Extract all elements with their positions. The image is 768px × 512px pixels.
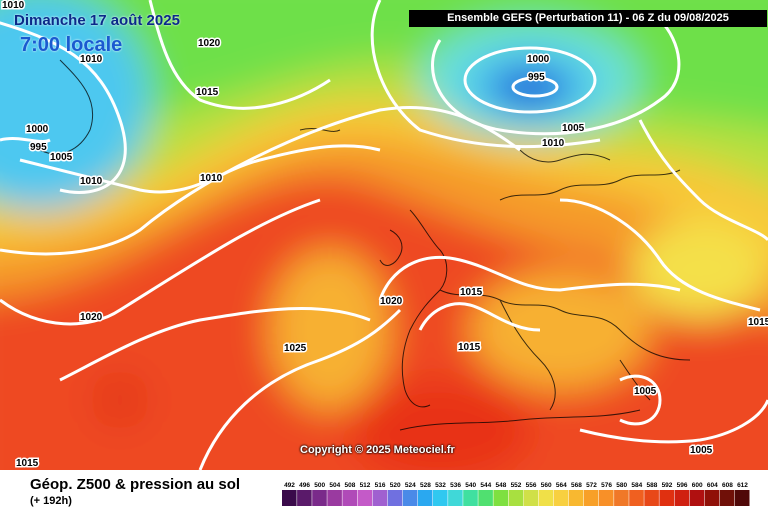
- isobar-label: 1015: [458, 342, 481, 353]
- isobar-label: 1005: [634, 386, 657, 397]
- isobar-label: 1020: [80, 312, 103, 323]
- isobar-label: 995: [30, 142, 47, 153]
- colorbar-tick: 492: [284, 482, 295, 489]
- colorbar-swatch: [629, 490, 644, 506]
- colorbar-tick: 596: [677, 482, 688, 489]
- model-header: Ensemble GEFS (Perturbation 11) - 06 Z d…: [409, 10, 767, 27]
- isobar-label: 1010: [2, 0, 25, 11]
- colorbar-swatch: [342, 490, 357, 506]
- colorbar-tick: 524: [405, 482, 416, 489]
- colorbar-swatch: [614, 490, 629, 506]
- colorbar-tick: 496: [299, 482, 310, 489]
- colorbar-swatch: [523, 490, 539, 506]
- colorbar-tick: 508: [344, 482, 355, 489]
- colorbar-swatch: [478, 490, 493, 506]
- colorbar-swatch: [583, 490, 599, 506]
- isobar-label: 1015: [16, 458, 39, 469]
- forecast-date: Dimanche 17 août 2025: [14, 12, 180, 29]
- colorbar-tick: 536: [450, 482, 461, 489]
- colorbar-tick: 564: [556, 482, 567, 489]
- colorbar-swatch: [644, 490, 659, 506]
- colorbar-swatch: [734, 490, 750, 506]
- isobar-label: 1005: [50, 152, 73, 163]
- geopotential-field: [0, 0, 768, 470]
- colorbar-swatch: [463, 490, 478, 506]
- isobars: [0, 0, 768, 470]
- isobar-label: 1010: [542, 138, 565, 149]
- footer-subtitle: (+ 192h): [30, 495, 72, 507]
- colorbar-swatch: [553, 490, 569, 506]
- colorbar-swatch: [493, 490, 508, 506]
- isobar-label: 1010: [80, 54, 103, 65]
- colorbar-tick: 556: [526, 482, 537, 489]
- colorbar-tick: 608: [722, 482, 733, 489]
- isobar-label: 1010: [80, 176, 103, 187]
- footer-title: Géop. Z500 & pression au sol: [30, 476, 241, 493]
- isobar-label: 1015: [748, 317, 768, 328]
- isobar-label: 1000: [527, 54, 550, 65]
- isobar-label: 1020: [380, 296, 403, 307]
- isobar-label: 1020: [198, 38, 221, 49]
- colorbar-swatch: [448, 490, 463, 506]
- isobar-label: 995: [528, 72, 545, 83]
- colorbar-swatch: [719, 490, 735, 506]
- colorbar-swatch: [327, 490, 342, 506]
- colorbar-swatch: [508, 490, 524, 506]
- colorbar-tick: 512: [360, 482, 371, 489]
- isobar-label: 1005: [690, 445, 713, 456]
- colorbar-swatch: [568, 490, 584, 506]
- colorbar-tick: 540: [465, 482, 476, 489]
- forecast-time: 7:00 locale: [20, 34, 123, 56]
- colorbar-swatch: [599, 490, 614, 506]
- colorbar-tick: 572: [586, 482, 597, 489]
- colorbar-tick: 580: [616, 482, 627, 489]
- colorbar-tick: 604: [707, 482, 718, 489]
- colorbar-swatch: [538, 490, 554, 506]
- colorbar-swatch: [282, 490, 297, 506]
- isobar-label: 1015: [196, 87, 219, 98]
- colorbar-tick: 600: [692, 482, 703, 489]
- colorbar-tick: 568: [571, 482, 582, 489]
- copyright-label: Copyright © 2025 Meteociel.fr: [300, 444, 455, 456]
- colorbar-swatch: [387, 490, 403, 506]
- colorbar-tick: 520: [390, 482, 401, 489]
- colorbar-tick: 588: [646, 482, 657, 489]
- colorbar-swatch: [372, 490, 388, 506]
- colorbar-tick: 528: [420, 482, 431, 489]
- colorbar-swatch: [659, 490, 674, 506]
- colorbar-tick: 552: [511, 482, 522, 489]
- coastlines: [39, 59, 691, 431]
- isobar-label: 1000: [26, 124, 49, 135]
- isobar-label: 1015: [460, 287, 483, 298]
- colorbar-swatch: [357, 490, 373, 506]
- colorbar-tick: 500: [314, 482, 325, 489]
- colorbar-tick: 576: [601, 482, 612, 489]
- colorbar-swatch: [417, 490, 433, 506]
- isobar-label: 1025: [284, 343, 307, 354]
- colorbar-tick: 544: [480, 482, 491, 489]
- colorbar-swatch: [297, 490, 312, 506]
- colorbar-tick: 560: [541, 482, 552, 489]
- isobar-labels: 1010 1020 1010 1015 1000 995 1005 1010 1…: [1, 0, 768, 470]
- colorbar-tick: 548: [495, 482, 506, 489]
- colorbar-swatch: [433, 490, 448, 506]
- colorbar-tick: 516: [375, 482, 386, 489]
- weather-map: 1010 1020 1010 1015 1000 995 1005 1010 1…: [0, 0, 768, 470]
- colorbar-swatch: [674, 490, 690, 506]
- colorbar-swatch: [689, 490, 705, 506]
- colorbar-swatch: [704, 490, 720, 506]
- isobar-label: 1005: [562, 123, 585, 134]
- colorbar-tick: 504: [329, 482, 340, 489]
- colorbar-swatch: [312, 490, 327, 506]
- colorbar-tick: 584: [631, 482, 642, 489]
- isobar-label: 1010: [200, 173, 223, 184]
- colorbar-tick: 532: [435, 482, 446, 489]
- colorbar-tick: 612: [737, 482, 748, 489]
- colorbar-swatch: [402, 490, 418, 506]
- colorbar: 492 496 500 504 508 512 516 520 524 528 532 536 540 5…: [282, 482, 750, 506]
- colorbar-tick: 592: [662, 482, 673, 489]
